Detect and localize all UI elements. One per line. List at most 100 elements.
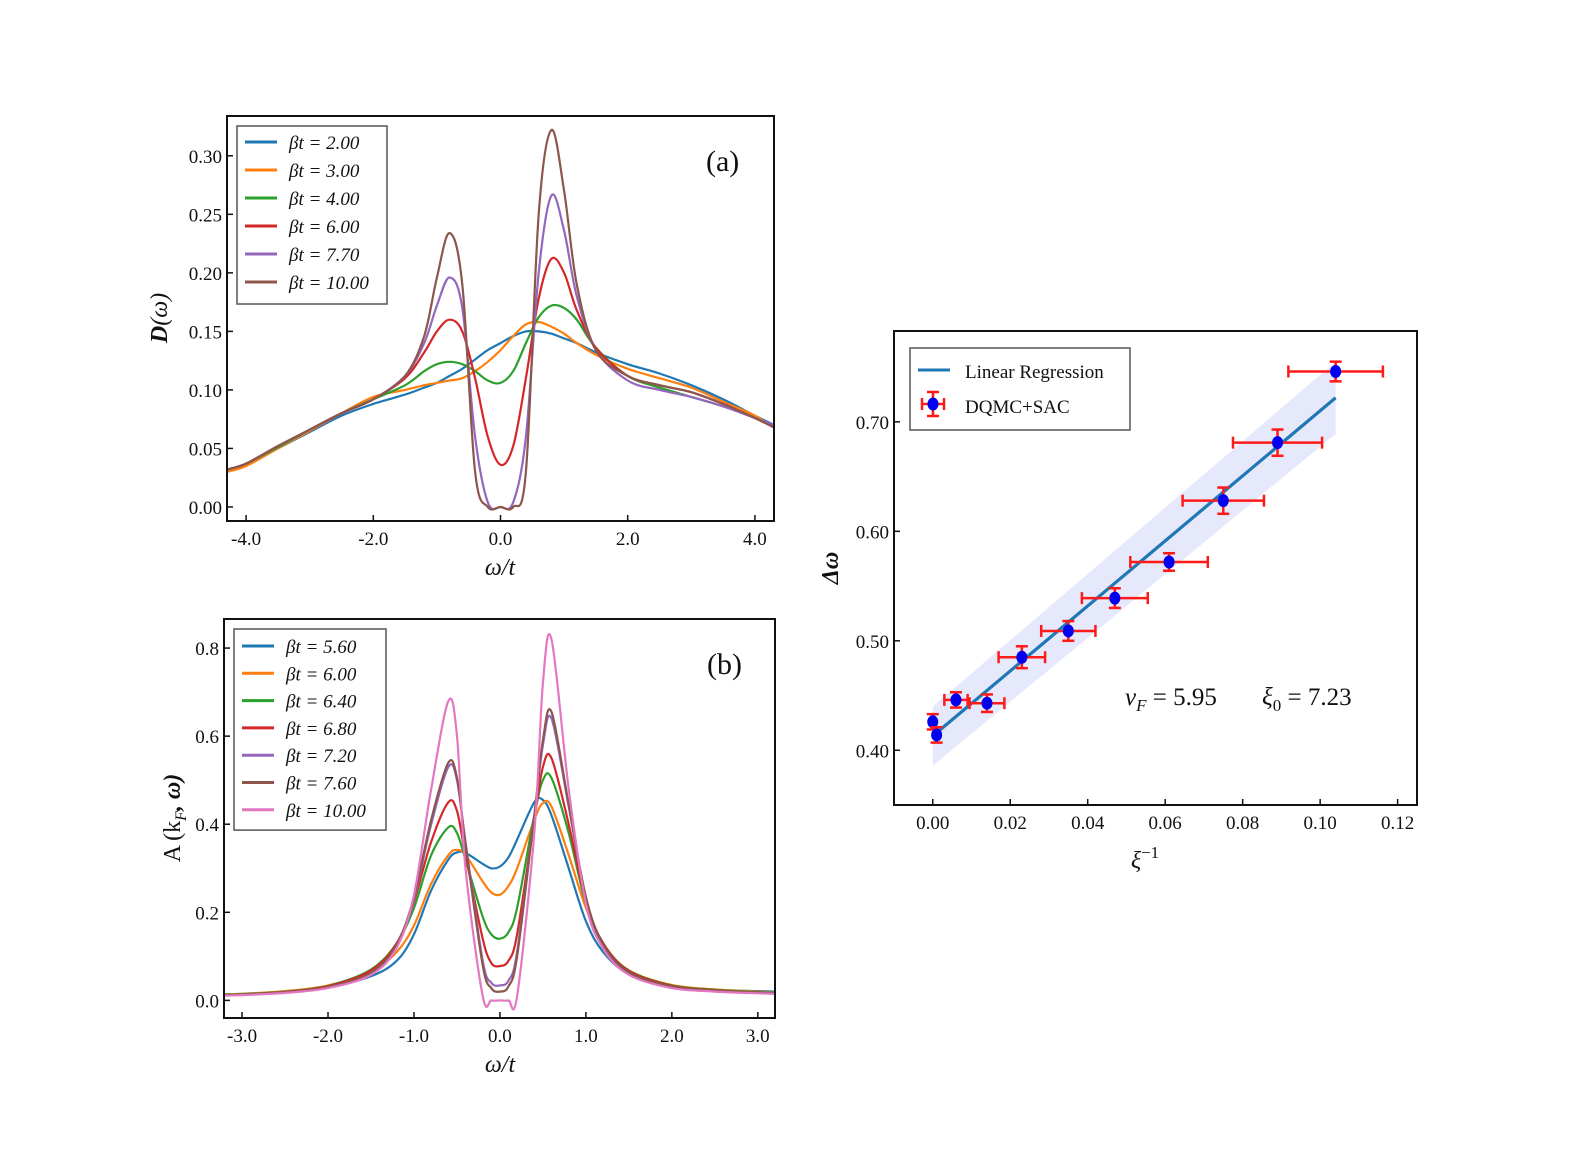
point-marker: [1330, 365, 1342, 379]
y-tick-label: 0.50: [856, 632, 889, 653]
panel-c-points: [926, 360, 1385, 744]
panel-b-ylabel-arg: (k: [160, 821, 186, 841]
y-tick-label: 0.6: [195, 727, 219, 748]
panel-a-curves: [227, 128, 774, 511]
data-point: [968, 693, 1006, 714]
panel-b-label: (b): [707, 648, 742, 681]
x-tick-label: 2.0: [660, 1026, 684, 1047]
y-tick-label: 0.10: [189, 381, 222, 402]
legend-box: [236, 125, 388, 305]
panel-b-legend: βt = 5.60 βt = 6.00 βt = 6.40 βt = 6.80 βt =…: [233, 628, 387, 831]
x-tick-label: 0.08: [1226, 813, 1259, 834]
panel-b-ylabel-rest: , ω): [160, 774, 186, 812]
legend-label: βt = 10.00: [288, 273, 369, 294]
panel-b-xlabel: ω/t: [485, 1052, 517, 1078]
data-point: [997, 645, 1047, 670]
panel-a-legend: βt = 2.00 βt = 3.00 βt = 4.00 βt = 6.00 βt =…: [236, 125, 388, 305]
x-tick-label: 3.0: [746, 1026, 770, 1047]
y-tick-label: 0.60: [856, 522, 889, 543]
panel-b-ylabel: A (kF, ω): [160, 774, 190, 862]
data-point: [1129, 551, 1210, 572]
x-tick-label: 1.0: [574, 1026, 598, 1047]
y-tick-label: 0.70: [856, 413, 889, 434]
data-point: [1231, 428, 1324, 458]
y-tick-label: 0.25: [189, 205, 222, 226]
x-tick-label: -1.0: [399, 1026, 429, 1047]
x-tick-label: -4.0: [231, 529, 261, 550]
series-line: [224, 708, 775, 997]
confidence-band: [932, 361, 1336, 766]
x-tick-label: 0.12: [1381, 813, 1414, 834]
panel-a-xticks: -4.0 -2.0 0.0 2.0 4.0: [231, 515, 767, 550]
series-line: [227, 128, 774, 511]
panel-b-ylabel-main: A: [160, 844, 186, 862]
x-tick-label: 0.04: [1071, 813, 1105, 834]
panel-b-curves: [224, 632, 775, 1011]
panel-b-xticks: -3.0 -2.0 -1.0 0.0 1.0 2.0 3.0: [227, 1012, 770, 1047]
data-point: [1080, 587, 1150, 610]
panel-a-ylabel-main: D: [147, 326, 173, 344]
legend-label: βt = 6.80: [285, 719, 357, 740]
series-line: [224, 632, 775, 1011]
x-tick-label: 2.0: [616, 529, 640, 550]
point-marker: [927, 715, 939, 729]
y-tick-label: 0.4: [195, 815, 219, 836]
point-marker: [981, 696, 993, 710]
x-tick-label: 0.0: [488, 1026, 512, 1047]
legend-label: βt = 3.00: [288, 161, 360, 182]
legend-label: βt = 4.00: [288, 189, 360, 210]
panel-c-xlabel: ξ−1: [1131, 843, 1159, 874]
panel-a-yticks: 0.00 0.05 0.10 0.15 0.20 0.25 0.30: [189, 147, 233, 519]
point-marker: [931, 728, 943, 742]
panel-a-xlabel: ω/t: [485, 555, 517, 581]
y-tick-label: 0.20: [189, 264, 222, 285]
panel-c-yticks: 0.40 0.50 0.60 0.70: [856, 413, 900, 762]
legend-label: βt = 6.40: [285, 692, 357, 713]
panel-b: -3.0 -2.0 -1.0 0.0 1.0 2.0 3.0 0.0 0.2 0.4 0.6 0.8…: [160, 618, 776, 1078]
data-point: [930, 726, 943, 744]
legend-label-dqmc: DQMC+SAC: [965, 397, 1070, 418]
y-tick-label: 0.40: [856, 741, 889, 762]
series-line: [227, 329, 774, 473]
annotation-vf: vF = 5.95: [1125, 684, 1217, 715]
panel-b-ylabel-sub: F: [173, 811, 190, 822]
legend-point-swatch: [920, 390, 946, 418]
panel-c-band: [932, 361, 1336, 766]
point-marker: [950, 693, 962, 707]
x-tick-label: -2.0: [313, 1026, 343, 1047]
panel-b-yticks: 0.0 0.2 0.4 0.6 0.8: [195, 639, 230, 1012]
data-point: [943, 690, 969, 709]
panel-a: -4.0 -2.0 0.0 2.0 4.0 0.000.050.100.150.200.…: [147, 115, 775, 581]
point-marker: [1109, 591, 1121, 605]
x-tick-label: 0.06: [1149, 813, 1182, 834]
x-tick-label: -2.0: [358, 529, 388, 550]
legend-label: βt = 10.00: [285, 801, 366, 822]
panel-c-legend: Linear Regression DQMC+SAC: [909, 347, 1131, 431]
x-tick-label: -3.0: [227, 1026, 257, 1047]
point-marker: [1163, 555, 1175, 569]
x-tick-label: 0.02: [994, 813, 1027, 834]
panel-a-ylabel: D(ω): [147, 293, 173, 344]
data-point: [1287, 360, 1385, 383]
legend-label: βt = 5.60: [285, 637, 357, 658]
data-point: [1039, 619, 1097, 643]
y-tick-label: 0.00: [189, 498, 222, 519]
legend-box: [909, 347, 1131, 431]
panel-a-label: (a): [706, 145, 739, 178]
point-marker: [1217, 494, 1229, 508]
y-tick-label: 0.15: [189, 322, 222, 343]
legend-label: βt = 7.70: [288, 245, 360, 266]
point-marker: [1016, 650, 1028, 664]
panel-c-regression: [931, 396, 1337, 738]
annotation-xi0: ξ0 = 7.23: [1262, 684, 1352, 715]
regression-line: [931, 396, 1337, 738]
y-tick-label: 0.30: [189, 147, 222, 168]
x-tick-label: 0.00: [916, 813, 949, 834]
data-point: [1181, 486, 1266, 516]
x-tick-label: 0.10: [1304, 813, 1337, 834]
legend-label-regression: Linear Regression: [965, 362, 1104, 383]
y-tick-label: 0.8: [195, 639, 219, 660]
legend-label: βt = 6.00: [288, 217, 360, 238]
point-marker: [1062, 624, 1074, 638]
panel-a-ylabel-arg: (ω): [147, 293, 173, 326]
